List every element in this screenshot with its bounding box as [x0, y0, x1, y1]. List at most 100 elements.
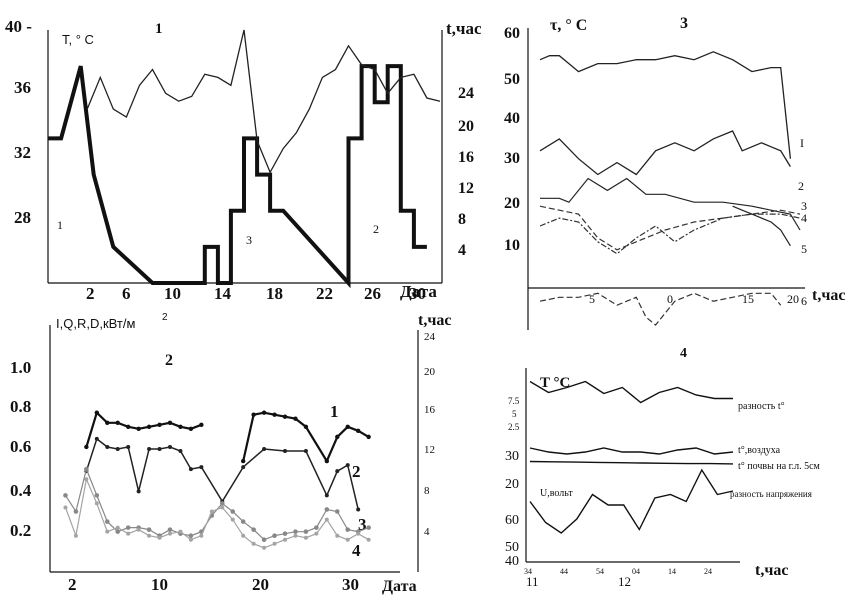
p1-yr-tick: 12 — [458, 180, 474, 197]
panel2-series-line-point — [303, 424, 309, 429]
panel2-series-line-point — [314, 525, 319, 530]
p4-y-tick: 20 — [505, 477, 519, 492]
panel2-series-line-point — [324, 517, 329, 522]
p2-series-label: 4 — [352, 541, 361, 560]
panel2-series-line-point — [188, 426, 194, 432]
p2-yr-tick: 20 — [424, 366, 436, 378]
panel2-series-line-point — [136, 527, 141, 532]
p2-yl-tick: 0.8 — [10, 397, 31, 416]
panel2-series-line-point — [282, 531, 288, 536]
panel2-series-line-point — [146, 424, 152, 429]
p4-series-label: разность t° — [738, 401, 785, 412]
panel3-series-line — [539, 292, 782, 326]
panel4-xlabel: t,час — [755, 562, 788, 579]
p1-x-tick: 2 — [86, 284, 95, 303]
panel2-series-line-point — [126, 444, 131, 449]
panel2-series-line-point — [125, 525, 131, 530]
p3-y-tick: 10 — [504, 237, 520, 254]
panel2-series-line-point — [199, 465, 204, 470]
panel2-series-line-point — [272, 412, 277, 417]
panel2-series-line-point — [366, 525, 371, 530]
panel2-series-line-point — [283, 537, 287, 542]
panel2-series-line-point — [262, 446, 267, 451]
p1-yl-tick: 36 — [14, 78, 31, 97]
panel1-ylabel: T, ° C — [62, 32, 94, 47]
panel2-series-line-point — [324, 458, 330, 464]
p4-y-tick: 40 — [505, 554, 519, 569]
panel2-series-line — [85, 437, 359, 510]
panel4-series-line — [529, 460, 734, 465]
panel1-plot — [48, 29, 441, 289]
panel2-series-line-point — [262, 545, 267, 550]
panel2-series-line-point — [303, 449, 308, 453]
panel3-series-line — [539, 213, 801, 255]
panel2-series-line-point — [115, 529, 121, 534]
panel2-series-line-point — [178, 449, 183, 453]
p2-yr-tick: 16 — [424, 404, 436, 416]
hours-step-line — [48, 64, 427, 289]
panel2-series-line-point — [356, 531, 361, 536]
p4-y-tick: 60 — [505, 513, 519, 528]
p3-x-tick: 5 — [589, 292, 595, 306]
panel2-series-line-point — [115, 446, 120, 451]
panel2-series-line-point — [335, 469, 340, 474]
panel2-series-line-point — [94, 436, 99, 441]
panel2-label: 2 — [165, 352, 173, 369]
panel-3: 3 τ, ° C t,час 60 50 40 30 20 10 5 0 15 … — [504, 15, 845, 330]
panel2-series-line-point — [293, 533, 298, 538]
p2-series-label: 3 — [358, 515, 367, 534]
panel3-plot — [539, 51, 801, 326]
p3-series-label: 5 — [801, 242, 807, 256]
panel2-series-line-point — [314, 531, 319, 536]
panel3-series-line — [539, 51, 792, 159]
p2-series-label: 1 — [330, 402, 339, 421]
panel2-series-line-point — [188, 533, 194, 538]
panel2-series-line-point — [136, 489, 141, 494]
panel2-series-line-point — [366, 434, 371, 440]
panel3-label: 3 — [680, 15, 688, 32]
panel2-series-line-point — [84, 444, 89, 450]
panel2-series-line-point — [251, 541, 256, 546]
p4-series-label: U,вольт — [540, 488, 573, 499]
panel1-label: 1 — [155, 21, 163, 37]
panel2-series-line-point — [272, 541, 277, 546]
panel2-series-line-point — [188, 537, 193, 542]
panel2-series-line-point — [125, 424, 131, 429]
panel2-series-line-point — [104, 519, 110, 524]
panel2-series-line-point — [178, 424, 183, 429]
panel2-series-line-point — [293, 416, 298, 421]
panel2-series-line-point — [157, 535, 162, 540]
panel2-series-line-point — [240, 519, 246, 524]
p4-y-tick: 30 — [505, 449, 519, 464]
p2-yl-tick: 0.4 — [10, 481, 32, 500]
p1-yr-tick: 4 — [458, 242, 466, 259]
panel2-series-line-point — [261, 410, 267, 415]
p1-yr-tick: 24 — [458, 85, 474, 102]
p4-x-group: 11 — [526, 574, 539, 589]
panel2-series-line-point — [105, 444, 110, 449]
p1-x-tick: 14 — [214, 284, 232, 303]
p4-x-group: 12 — [618, 574, 631, 589]
panel-4: 4 T °C t,час 7.5 5 2.5 30 20 60 50 40 34… — [505, 346, 821, 589]
p3-series-label: 4 — [801, 211, 807, 225]
panel2-series-line-point — [219, 501, 225, 506]
panel2-series-line-point — [261, 537, 267, 543]
panel2-series-line-point — [126, 531, 131, 536]
p3-series-label: I — [800, 136, 804, 150]
panel3-series-line — [539, 205, 801, 251]
panel3-series-line — [732, 205, 791, 247]
panel2-series-line-point — [240, 458, 246, 464]
panel4-plot — [529, 380, 734, 534]
p4-series-label: t°,воздуха — [738, 445, 781, 456]
p2-yr-tick: 8 — [424, 485, 430, 497]
panel2-series-line-point — [283, 449, 287, 453]
panel2-series-line-point — [293, 529, 298, 534]
panel2-series-line-point — [334, 509, 340, 514]
panel2-series-line-point — [178, 529, 183, 534]
panel2-series-line-point — [335, 434, 340, 440]
p4-y-tick-upper: 5 — [512, 409, 517, 419]
p3-y-tick: 40 — [504, 110, 520, 127]
panel2-series-line-point — [251, 527, 256, 532]
panel2-series-line-point — [84, 466, 89, 472]
